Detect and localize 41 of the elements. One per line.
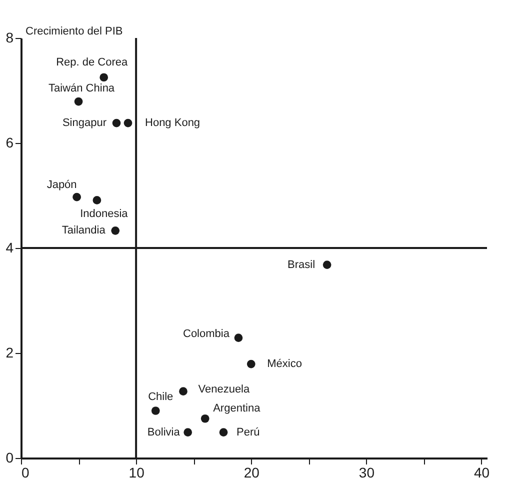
y-tick-label: 2	[6, 344, 14, 360]
annotation: Indonesia	[80, 208, 129, 220]
annotation: Bolivia	[147, 426, 181, 438]
annotation: Venezuela	[198, 383, 250, 396]
annotation: Singapur	[62, 117, 107, 130]
x-tick-label: 10	[128, 464, 145, 480]
point	[200, 414, 210, 423]
annotation: Rep. de Corea	[56, 56, 128, 68]
y-tick-label: 4	[6, 240, 14, 256]
annotation: Chile	[148, 390, 174, 403]
annotation: Taiwán China	[48, 82, 116, 95]
y-tick-label: 6	[6, 134, 14, 150]
point	[74, 97, 83, 106]
x-tick-label: 40	[474, 464, 490, 480]
point	[246, 360, 256, 368]
x-tick-label: 30	[358, 464, 375, 480]
y-tick-label: 0	[6, 450, 14, 466]
annotation: Tailandia	[62, 224, 106, 237]
x-tick-label: 20	[244, 464, 260, 480]
point	[234, 334, 243, 342]
point	[72, 192, 81, 202]
point	[111, 226, 120, 235]
annotation: Colombia	[183, 328, 230, 340]
point	[219, 428, 228, 436]
point	[179, 387, 188, 396]
annotation: México	[267, 358, 302, 370]
point	[151, 406, 160, 415]
annotation: Hong Kong	[145, 117, 200, 130]
y-axis-title: Crecimiento del PIB	[26, 26, 123, 38]
annotation: Japón	[46, 179, 77, 192]
y-tick-label: 8	[6, 30, 14, 46]
annotation: Argentina	[213, 402, 262, 415]
point	[184, 428, 192, 436]
point	[92, 196, 102, 204]
annotation: Perú	[236, 426, 260, 438]
x-tick-label: 0	[22, 464, 30, 480]
point	[100, 73, 108, 82]
annotation: Brasil	[288, 258, 316, 271]
point	[112, 118, 121, 128]
point	[124, 118, 132, 128]
point	[322, 260, 332, 269]
